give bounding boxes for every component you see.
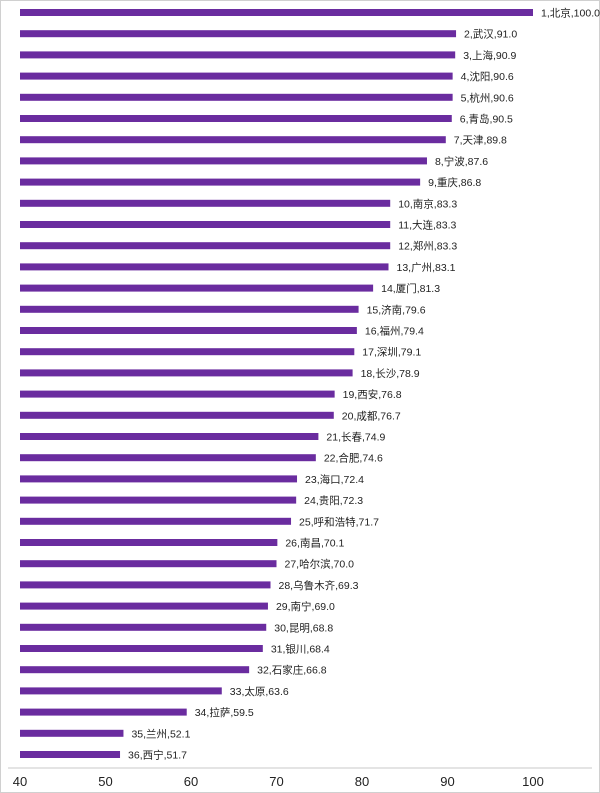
data-label-31: 31,银川,68.4 xyxy=(271,643,330,656)
x-tick-label-60: 60 xyxy=(184,774,198,789)
data-label-18: 18,长沙,78.9 xyxy=(361,368,420,380)
bar-2 xyxy=(20,30,457,38)
data-label-26: 26,南昌,70.1 xyxy=(285,537,344,550)
bar-20 xyxy=(20,411,334,419)
bar-27 xyxy=(20,560,277,568)
data-label-5: 5,杭州,90.6 xyxy=(461,91,514,104)
bar-32 xyxy=(20,666,250,674)
data-label-1: 1,北京,100.0 xyxy=(541,7,600,20)
data-label-22: 22,合肥,74.6 xyxy=(324,452,383,465)
bar-17 xyxy=(20,348,355,356)
bar-31 xyxy=(20,645,263,652)
bar-34 xyxy=(20,708,187,716)
bar-29 xyxy=(20,602,268,610)
bar-26 xyxy=(20,539,278,546)
data-label-36: 36,西宁,51.7 xyxy=(128,749,187,762)
data-label-25: 25,呼和浩特,71.7 xyxy=(299,516,379,528)
data-label-15: 15,济南,79.6 xyxy=(367,303,426,316)
data-label-33: 33,太原,63.6 xyxy=(230,685,289,698)
bars-group xyxy=(20,9,533,758)
data-label-19: 19,西安,76.8 xyxy=(343,388,402,401)
bar-16 xyxy=(20,327,357,334)
bar-3 xyxy=(20,51,456,59)
bar-8 xyxy=(20,157,427,165)
x-tick-label-70: 70 xyxy=(269,774,283,789)
x-tick-label-50: 50 xyxy=(98,774,112,789)
bar-4 xyxy=(20,72,453,80)
data-label-30: 30,昆明,68.8 xyxy=(274,622,333,634)
data-label-29: 29,南宁,69.0 xyxy=(276,600,335,613)
x-tick-label-100: 100 xyxy=(522,774,544,789)
x-tick-label-90: 90 xyxy=(440,774,454,789)
data-label-23: 23,海口,72.4 xyxy=(305,473,364,486)
bar-7 xyxy=(20,136,446,144)
bar-18 xyxy=(20,369,353,377)
bar-23 xyxy=(20,475,298,483)
data-label-8: 8,宁波,87.6 xyxy=(435,155,488,168)
data-label-6: 6,青岛,90.5 xyxy=(460,113,513,126)
bar-12 xyxy=(20,242,391,250)
bar-11 xyxy=(20,221,391,228)
bar-14 xyxy=(20,284,374,292)
data-label-12: 12,郑州,83.3 xyxy=(398,240,457,253)
data-label-3: 3,上海,90.9 xyxy=(463,49,516,62)
data-label-27: 27,哈尔滨,70.0 xyxy=(285,558,355,571)
data-label-4: 4,沈阳,90.6 xyxy=(461,70,514,83)
data-label-9: 9,重庆,86.8 xyxy=(428,176,481,189)
bar-35 xyxy=(20,729,124,737)
bar-10 xyxy=(20,199,391,207)
bar-21 xyxy=(20,433,319,440)
bar-25 xyxy=(20,517,292,525)
bar-13 xyxy=(20,263,389,271)
data-label-35: 35,兰州,52.1 xyxy=(131,727,190,740)
data-label-17: 17,深圳,79.1 xyxy=(362,347,421,359)
bar-9 xyxy=(20,178,421,186)
data-labels-group: 1,北京,100.0 2,武汉,91.0 3,上海,90.9 4,沈阳,90.6 5,杭… xyxy=(128,7,600,762)
data-label-13: 13,广州,83.1 xyxy=(397,262,456,274)
bar-36 xyxy=(20,751,121,758)
data-label-14: 14,厦门,81.3 xyxy=(381,282,440,295)
bar-1 xyxy=(20,9,533,16)
data-label-16: 16,福州,79.4 xyxy=(365,325,424,338)
data-label-32: 32,石家庄,66.8 xyxy=(257,664,327,677)
bar-33 xyxy=(20,687,222,695)
bar-30 xyxy=(20,623,267,631)
data-label-28: 28,乌鲁木齐,69.3 xyxy=(279,579,359,592)
x-tick-label-40: 40 xyxy=(13,774,27,789)
data-label-20: 20,成都,76.7 xyxy=(342,410,401,422)
x-tick-label-80: 80 xyxy=(355,774,369,789)
bar-24 xyxy=(20,496,297,504)
bar-5 xyxy=(20,93,453,101)
x-axis-ticks-group: 40 50 60 70 80 90 100 xyxy=(13,774,544,789)
data-label-21: 21,长春,74.9 xyxy=(326,432,385,444)
data-label-10: 10,南京,83.3 xyxy=(398,197,457,210)
bar-22 xyxy=(20,454,316,462)
bar-15 xyxy=(20,305,359,313)
data-label-2: 2,武汉,91.0 xyxy=(464,28,517,41)
data-label-34: 34,拉萨,59.5 xyxy=(195,706,254,719)
data-label-24: 24,贵阳,72.3 xyxy=(304,494,363,507)
data-label-11: 11,大连,83.3 xyxy=(398,219,456,232)
bar-28 xyxy=(20,581,271,589)
bar-6 xyxy=(20,115,452,122)
bar-19 xyxy=(20,390,335,398)
data-label-7: 7,天津,89.8 xyxy=(454,135,507,147)
